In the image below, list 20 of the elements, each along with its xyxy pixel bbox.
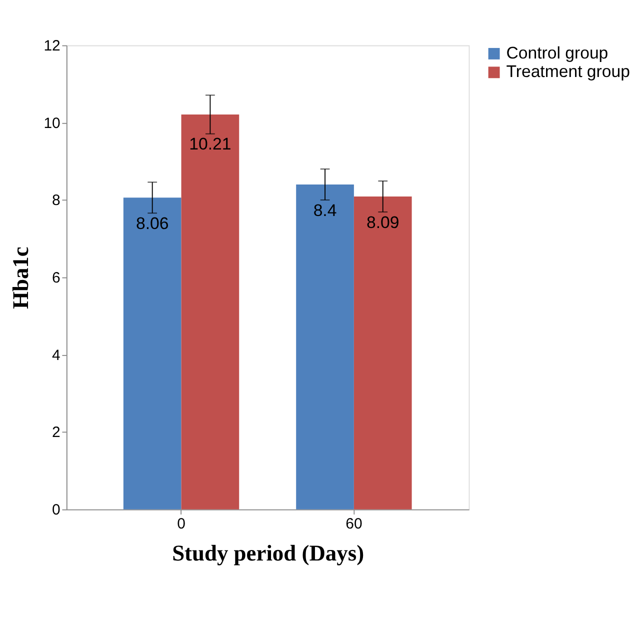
legend-label: Control group [506, 43, 608, 62]
data-label: 8.09 [366, 212, 400, 232]
y-tick-label: 0 [52, 502, 60, 519]
bar [354, 196, 412, 510]
bar [296, 184, 354, 510]
data-label: 8.4 [313, 200, 337, 220]
y-tick-label: 4 [52, 346, 60, 364]
y-tick-label: 10 [44, 114, 60, 132]
y-tick-label: 2 [52, 424, 60, 442]
data-label: 10.21 [189, 134, 232, 154]
bar [181, 114, 240, 510]
y-tick-label: 12 [44, 37, 60, 54]
legend-label: Treatment group [506, 62, 630, 82]
y-tick-label: 8 [52, 192, 60, 210]
x-tick-label: 60 [346, 516, 362, 533]
data-label: 8.06 [136, 214, 169, 234]
x-axis-title: Study period (Days) [172, 540, 364, 566]
bar [123, 198, 182, 510]
y-axis-title: Hba1c [8, 246, 33, 309]
y-tick-label: 6 [52, 269, 60, 286]
